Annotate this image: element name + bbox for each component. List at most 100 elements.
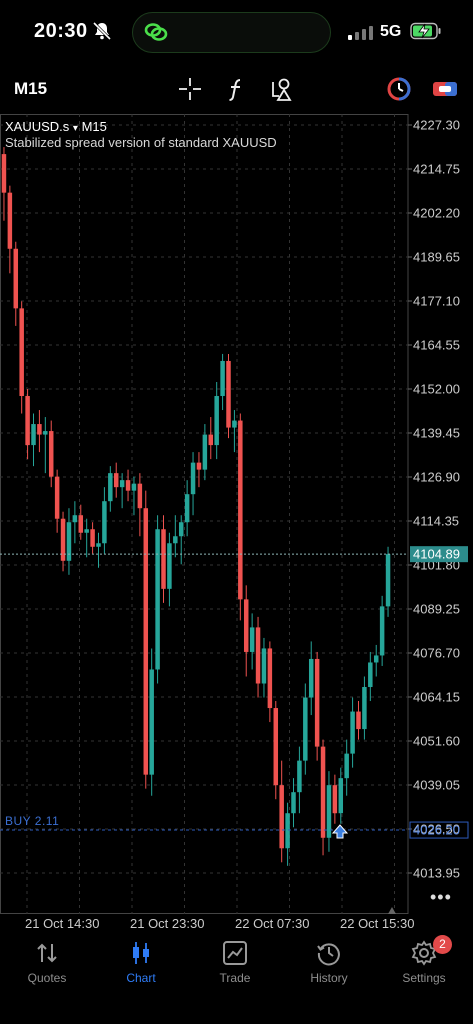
battery-charging-icon — [410, 22, 441, 40]
candle-body — [208, 434, 214, 446]
y-tick-label: 4189.65 — [413, 250, 460, 265]
buy-price-label: 4026.20 — [413, 823, 460, 838]
candle-body — [279, 785, 284, 849]
candle-body — [297, 760, 302, 793]
candle-body — [356, 711, 361, 730]
nav-chart[interactable]: Chart — [94, 934, 188, 994]
drawing-objects-icon[interactable] — [269, 76, 295, 102]
buy-position-label[interactable]: BUY 2.11 — [5, 814, 60, 828]
x-tick-label: 22 Oct 07:30 — [235, 916, 310, 931]
chart-toolbar: M15 — [0, 62, 473, 114]
y-tick-label: 4227.30 — [413, 118, 460, 133]
bell-muted-icon — [92, 21, 112, 41]
nav-settings-label: Settings — [402, 971, 446, 985]
plot-border — [0, 114, 409, 914]
candle-body — [226, 360, 231, 428]
candle-body — [19, 308, 24, 397]
candle-body — [161, 529, 166, 589]
buy-price-tag — [409, 821, 469, 839]
candle-body — [113, 473, 119, 488]
candle-body — [314, 658, 320, 747]
more-options-icon[interactable]: ••• — [430, 887, 452, 907]
nav-history[interactable]: History — [282, 934, 376, 994]
candle-body — [249, 627, 255, 652]
candle-body — [173, 536, 178, 544]
nav-chart-label: Chart — [126, 971, 156, 985]
nav-quotes[interactable]: Quotes — [0, 934, 94, 994]
crosshair-icon[interactable] — [177, 76, 203, 102]
one-click-trading-icon[interactable] — [386, 76, 412, 102]
y-tick-label: 4089.25 — [413, 602, 460, 617]
candle-body — [291, 792, 296, 814]
nav-settings[interactable]: Settings — [377, 934, 471, 994]
timeframe-selector[interactable]: M15 — [14, 79, 48, 98]
candle-body — [320, 746, 326, 838]
candle-body — [143, 508, 149, 775]
live-activity-pill[interactable] — [132, 12, 331, 53]
candle-body — [379, 606, 385, 656]
candle-body — [255, 627, 261, 684]
price-chart[interactable]: 4227.30 4214.75 4202.20 4189.65 4177.10 4164.… — [0, 114, 473, 931]
candle-body — [308, 658, 314, 698]
chart-canvas[interactable]: 4227.30 4214.75 4202.20 4189.65 4177.10 4164.… — [0, 114, 473, 914]
trade-icon — [223, 941, 247, 965]
candle-body — [238, 420, 243, 600]
candle-body — [66, 522, 72, 561]
candle-body — [190, 462, 196, 495]
candle-body — [178, 522, 184, 537]
candle-body — [25, 396, 30, 446]
candle-body — [232, 420, 237, 428]
y-tick-label: 4076.70 — [413, 646, 460, 661]
nav-trade[interactable]: Trade — [188, 934, 282, 994]
candle-body — [155, 529, 160, 670]
y-tick-label: 4152.00 — [413, 382, 460, 397]
candle-body — [37, 424, 42, 435]
candle-body — [125, 480, 131, 491]
indicators-icon[interactable] — [223, 76, 249, 102]
candle-body — [373, 655, 379, 663]
y-tick-label: 4026.50 — [413, 822, 460, 837]
current-price-tag — [410, 546, 468, 563]
candle-body — [184, 494, 190, 523]
candle-body — [214, 396, 219, 446]
trade-panel-toggle-icon[interactable] — [432, 76, 458, 102]
clock: 20:30 — [34, 20, 88, 42]
y-tick-label: 4114.35 — [413, 514, 459, 529]
status-bar: 20:30 5G — [0, 0, 473, 62]
symbol-header[interactable]: XAUUSD.s ▾ M15 — [5, 119, 107, 134]
y-tick-label: 4126.90 — [413, 470, 460, 485]
candle-body — [149, 669, 154, 775]
candle-body — [338, 778, 344, 814]
candle-body — [131, 483, 137, 491]
x-tick-label: 21 Oct 23:30 — [130, 916, 205, 931]
candle-body — [60, 518, 66, 561]
candle-body — [332, 785, 338, 814]
candle-body — [7, 192, 13, 249]
candle-body — [243, 599, 249, 652]
candle-body — [1, 154, 7, 193]
buy-arrow-icon — [331, 824, 349, 839]
y-tick-label: 4051.60 — [413, 734, 460, 749]
candle-body — [267, 648, 273, 709]
chart-end-marker-icon — [388, 907, 396, 914]
candle-body — [102, 501, 107, 544]
candle-body — [78, 515, 84, 533]
settings-notification-badge: 2 — [433, 935, 452, 954]
candle-body — [303, 697, 308, 761]
candle-body — [119, 480, 125, 488]
y-tick-label: 4164.55 — [413, 338, 460, 353]
chart-icon — [133, 942, 149, 964]
y-tick-label: 4214.75 — [413, 162, 460, 177]
x-tick-label: 21 Oct 14:30 — [25, 916, 100, 931]
candle-body — [72, 515, 78, 523]
candle-body — [285, 813, 290, 849]
y-tick-label: 4064.15 — [413, 690, 460, 705]
chart-period: M15 — [81, 119, 107, 134]
candle-body — [202, 434, 208, 470]
candle-body — [326, 785, 332, 838]
candle-body — [220, 360, 225, 397]
candle-body — [385, 554, 391, 607]
y-tick-label: 4202.20 — [413, 206, 460, 221]
symbol-description: Stabilized spread version of standard XA… — [5, 135, 277, 150]
candle-body — [43, 431, 48, 435]
